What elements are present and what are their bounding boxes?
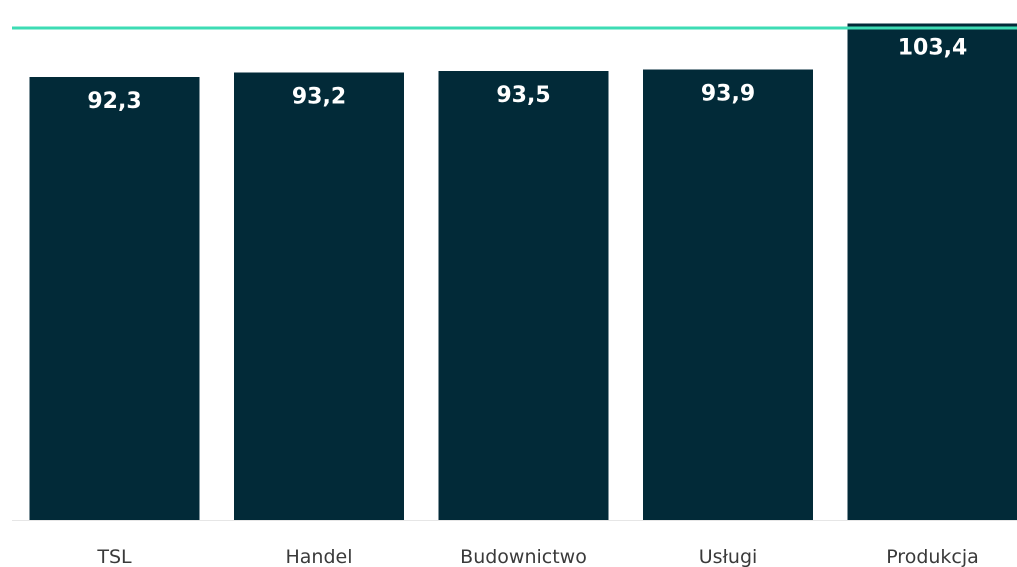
value-label-handel: 93,2 bbox=[292, 85, 346, 110]
bars-group bbox=[29, 23, 1017, 521]
bar-tsl bbox=[29, 76, 200, 521]
bar-budownictwo bbox=[438, 71, 609, 520]
value-label-produkcja: 103,4 bbox=[898, 36, 968, 61]
x-tick-label-tsl: TSL bbox=[96, 546, 132, 567]
bar-usługi bbox=[643, 69, 813, 520]
value-labels-group: 92,3 93,2 93,5 93,9 103,4 bbox=[87, 36, 967, 114]
value-label-usługi: 93,9 bbox=[701, 81, 755, 106]
x-tick-label-usługi: Usługi bbox=[699, 546, 758, 567]
x-tick-label-produkcja: Produkcja bbox=[886, 546, 979, 567]
bar-handel bbox=[234, 72, 404, 520]
value-label-tsl: 92,3 bbox=[87, 89, 141, 114]
x-tick-labels-group: TSL Handel Budownictwo Usługi Produkcja bbox=[96, 546, 978, 567]
value-label-budownictwo: 93,5 bbox=[496, 83, 550, 108]
x-tick-label-handel: Handel bbox=[285, 546, 352, 567]
bar-produkcja bbox=[847, 23, 1017, 521]
x-tick-label-budownictwo: Budownictwo bbox=[460, 546, 587, 567]
